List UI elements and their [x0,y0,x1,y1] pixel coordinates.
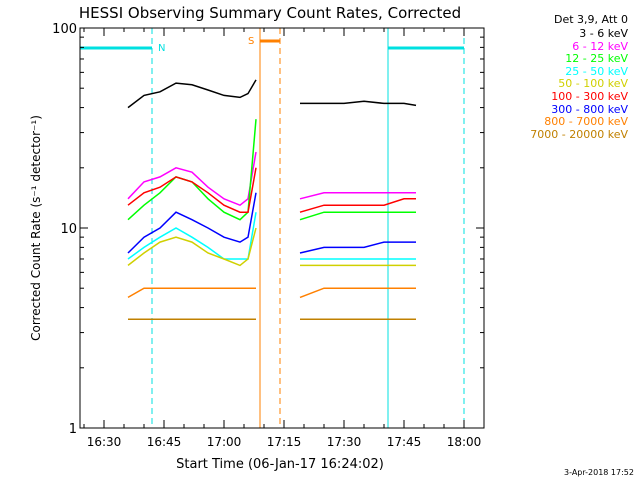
x-tick-label: 16:45 [147,435,182,449]
plot-frame [79,27,485,429]
legend-entry: 300 - 800 keV [551,102,628,116]
x-axis-ticks: 16:30 16:45 17:00 17:15 17:30 17:45 18:00 [83,28,485,449]
annotation-bands: NS [80,36,464,54]
series-line [299,241,416,254]
x-tick-label: 18:00 [447,435,482,449]
series-line [300,100,417,107]
series-line [127,119,257,221]
legend: Det 3,9, Att 0 3 - 6 keV 6 - 12 keV 12 - 2… [480,12,640,141]
legend-entry: 12 - 25 keV [565,52,628,66]
y-tick-label: 10 [60,222,77,237]
series-line [127,79,257,109]
x-tick-label: 17:00 [207,435,242,449]
annotation-label: S [248,36,254,47]
legend-entry: 800 - 7000 keV [544,115,628,129]
y-tick-label: 1 [69,422,77,437]
x-tick-label: 17:15 [267,435,302,449]
series-line [299,287,416,299]
generation-timestamp: 3-Apr-2018 17:52 [564,468,634,477]
y-axis-label: Corrected Count Rate (s⁻¹ detector⁻¹) [29,115,43,341]
legend-title: Det 3,9, Att 0 [554,13,628,26]
y-tick-label: 100 [52,22,77,37]
series-line [127,287,256,299]
x-tick-label: 17:45 [387,435,422,449]
series-line [299,192,416,200]
series-line [127,192,257,254]
x-axis-label: Start Time (06-Jan-17 16:24:02) [176,457,384,472]
series-layer [127,79,417,320]
series-line [299,198,416,213]
series-line [127,151,257,207]
annotation-label: N [158,43,165,54]
y-axis-ticks: 1 10 100 [52,22,484,437]
x-tick-label: 17:30 [327,435,362,449]
series-line [299,211,416,221]
legend-entry: 7000 - 20000 keV [530,127,628,141]
legend-entry: 25 - 50 keV [565,64,628,78]
series-line [127,167,257,213]
legend-entry: 50 - 100 keV [558,77,628,91]
chart-title: HESSI Observing Summary Count Rates, Cor… [79,4,461,22]
x-tick-label: 16:30 [87,435,122,449]
legend-entry: 6 - 12 keV [572,39,628,53]
legend-entry: 3 - 6 keV [579,27,628,40]
series-line [127,227,257,267]
series-line [127,212,257,260]
legend-entry: 100 - 300 keV [551,89,628,103]
time-markers [79,28,465,428]
